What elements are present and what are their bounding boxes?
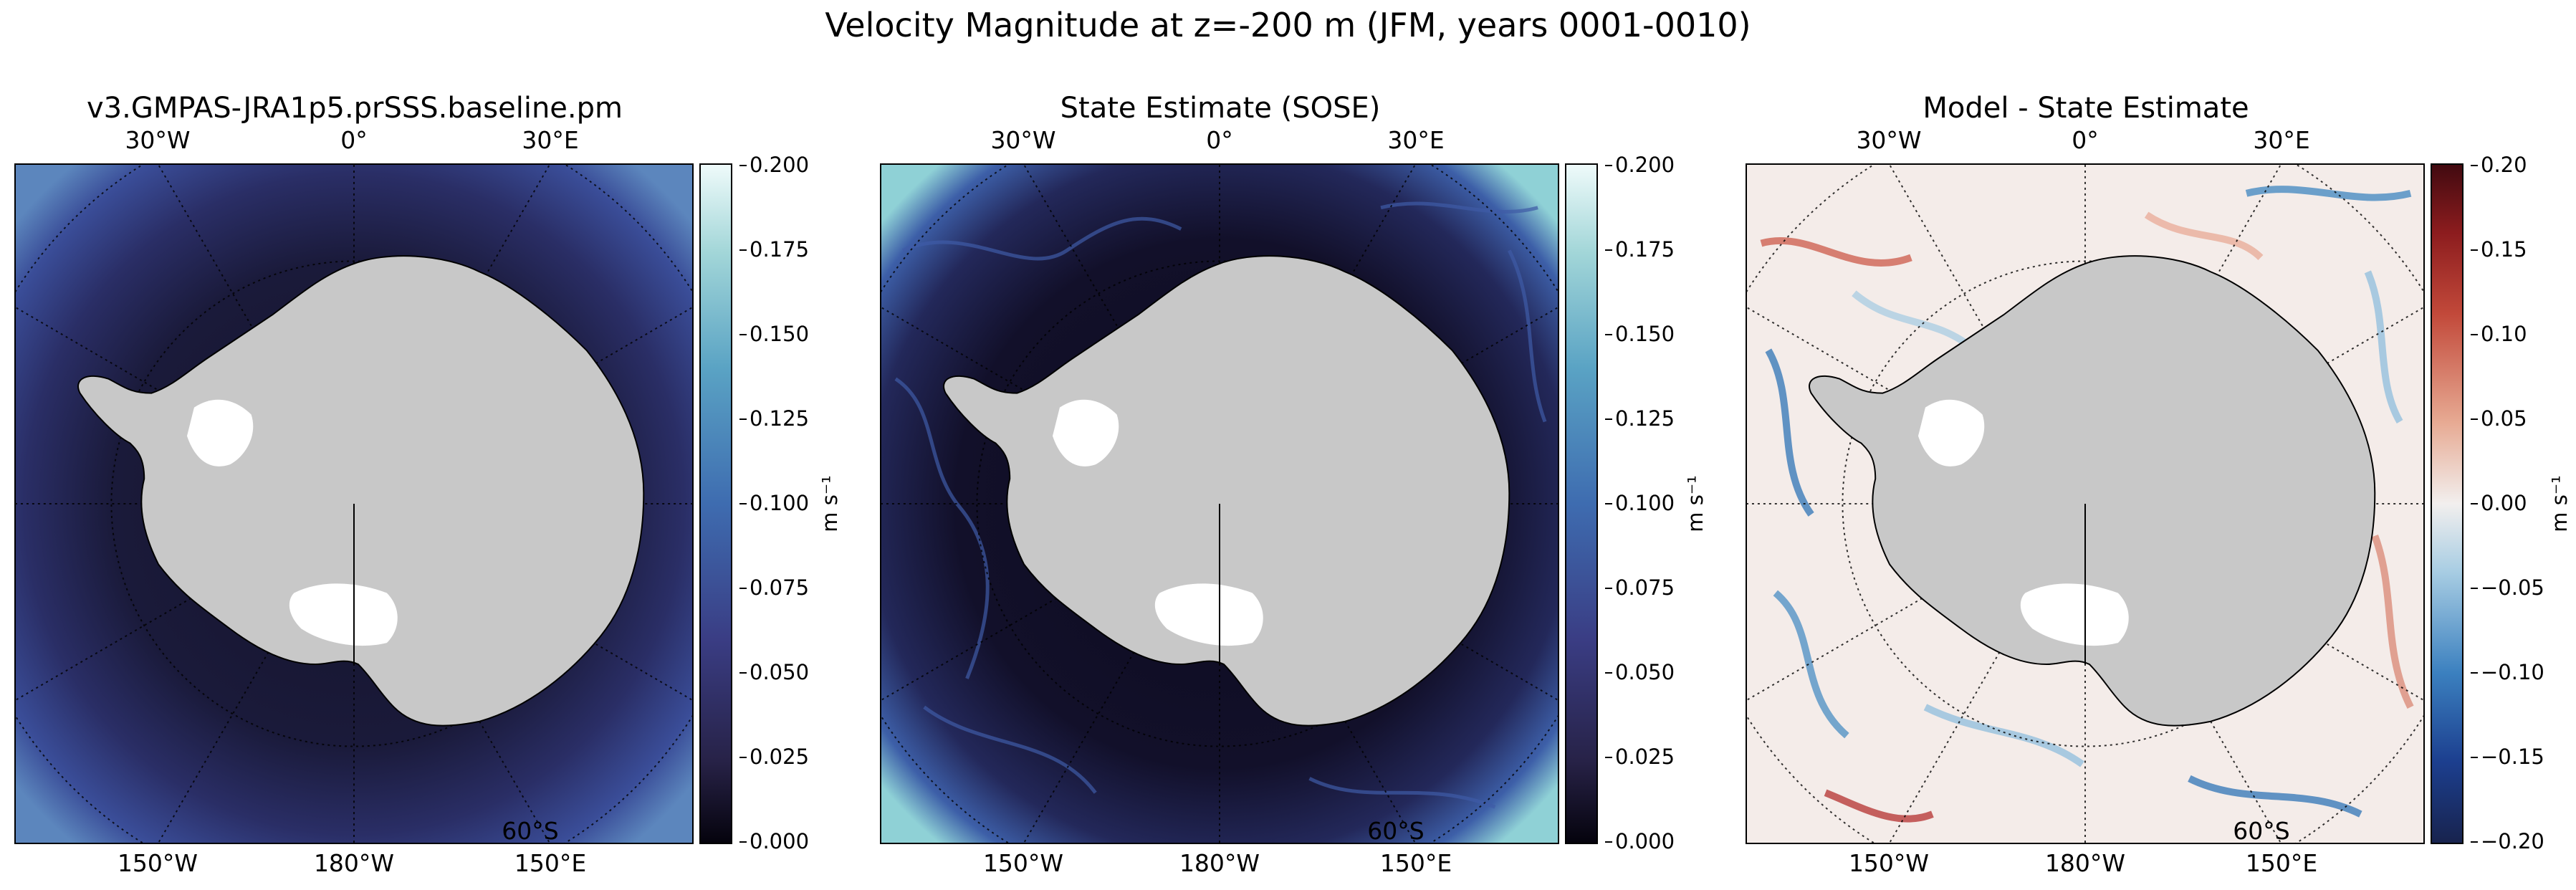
lon-label-150e: 150°E: [1379, 849, 1452, 877]
colorbar-tick: 0.025: [739, 745, 810, 769]
colorbar-units: m s⁻¹: [1682, 475, 1708, 532]
lon-label-30w-top: 30°W: [1856, 126, 1922, 154]
colorbar-units: m s⁻¹: [2547, 475, 2572, 532]
colorbar-tick: 0.05: [2471, 406, 2527, 431]
map-velocity-difference: [1746, 163, 2425, 844]
colorbar-tick: 0.125: [739, 406, 810, 431]
colorbar-tick: 0.10: [2471, 322, 2527, 346]
lat-label-60s: 60°S: [1367, 817, 1425, 845]
colorbar-velocity-difference: [2431, 163, 2464, 844]
lon-label-150e: 150°E: [514, 849, 587, 877]
colorbar-tick: −0.15: [2471, 745, 2544, 769]
lon-label-0-top: 0°: [1206, 126, 1233, 154]
panel-title: State Estimate (SOSE): [1060, 92, 1381, 125]
colorbar-tick: 0.125: [1604, 406, 1675, 431]
colorbar-tick: 0.00: [2471, 491, 2527, 515]
colorbar-tick: 0.15: [2471, 237, 2527, 262]
colorbar-tick: 0.150: [739, 322, 810, 346]
lon-label-0-top: 0°: [340, 126, 368, 154]
colorbar-tick: 0.100: [1604, 491, 1675, 515]
lon-label-150w: 150°W: [1848, 849, 1930, 877]
lon-label-150w: 150°W: [982, 849, 1064, 877]
colorbar-tick: 0.000: [1604, 829, 1675, 853]
colorbar-tick: 0.175: [739, 237, 810, 262]
map-velocity-sose: [880, 163, 1559, 844]
lon-label-180w: 180°W: [1179, 849, 1260, 877]
lon-label-150e: 150°E: [2245, 849, 2318, 877]
lon-label-0-top: 0°: [2072, 126, 2099, 154]
lon-label-180w: 180°W: [313, 849, 395, 877]
colorbar-tick: 0.050: [739, 660, 810, 684]
lat-label-60s: 60°S: [2233, 817, 2290, 845]
figure-title: Velocity Magnitude at z=-200 m (JFM, yea…: [825, 6, 1751, 44]
colorbar-tick: 0.100: [739, 491, 810, 515]
colorbar-tick: −0.20: [2471, 829, 2544, 853]
colorbar-tick: 0.175: [1604, 237, 1675, 262]
lon-label-30w-top: 30°W: [125, 126, 191, 154]
colorbar-tick: 0.075: [1604, 575, 1675, 600]
colorbar-tick: −0.10: [2471, 660, 2544, 684]
colorbar-velocity-sose: [1565, 163, 1598, 844]
colorbar-units: m s⁻¹: [817, 475, 842, 532]
panel-title: v3.GMPAS-JRA1p5.prSSS.baseline.pm: [87, 92, 623, 125]
colorbar-tick: 0.025: [1604, 745, 1675, 769]
map-velocity-model: [14, 163, 694, 844]
lon-label-30e-top: 30°E: [2253, 126, 2310, 154]
panel-title: Model - State Estimate: [1923, 92, 2249, 125]
colorbar-velocity-model: [699, 163, 732, 844]
colorbar-tick: 0.20: [2471, 153, 2527, 177]
colorbar-tick: 0.000: [739, 829, 810, 853]
lon-label-180w: 180°W: [2044, 849, 2126, 877]
colorbar-tick: 0.200: [739, 153, 810, 177]
lon-label-150w: 150°W: [117, 849, 198, 877]
lon-label-30e-top: 30°E: [1387, 126, 1445, 154]
colorbar-tick: 0.075: [739, 575, 810, 600]
lon-label-30w-top: 30°W: [990, 126, 1056, 154]
colorbar-tick: 0.050: [1604, 660, 1675, 684]
colorbar-tick: 0.200: [1604, 153, 1675, 177]
colorbar-tick: −0.05: [2471, 575, 2544, 600]
lat-label-60s: 60°S: [502, 817, 559, 845]
colorbar-tick: 0.150: [1604, 322, 1675, 346]
lon-label-30e-top: 30°E: [522, 126, 579, 154]
